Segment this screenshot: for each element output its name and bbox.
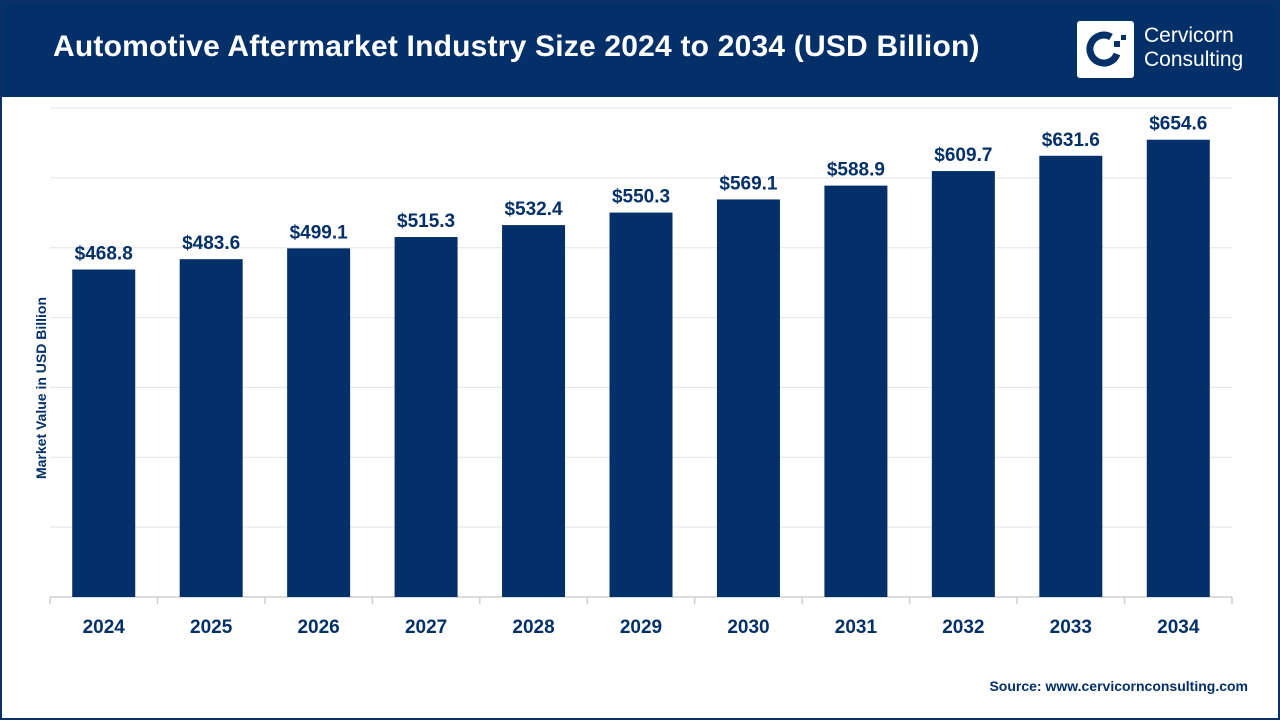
- bar: [716, 199, 780, 597]
- logo-icon: [1077, 21, 1134, 78]
- header-bar: Automotive Aftermarket Industry Size 202…: [0, 0, 1280, 97]
- data-label: $609.7: [934, 145, 992, 166]
- x-tick-label: 2032: [942, 617, 984, 638]
- data-label: $532.4: [504, 199, 563, 220]
- x-tick-label: 2025: [190, 617, 233, 638]
- bar: [72, 269, 136, 597]
- logo-mark: [1086, 31, 1126, 67]
- bar: [1039, 155, 1103, 597]
- data-label: $468.8: [75, 244, 133, 265]
- bar: [931, 171, 995, 597]
- x-tick-label: 2024: [83, 617, 126, 638]
- logo-line-1: Cervicorn: [1144, 24, 1234, 47]
- x-tick-label: 2026: [297, 617, 339, 638]
- bar: [1146, 139, 1210, 597]
- x-tick-label: 2033: [1050, 617, 1092, 638]
- source-text: Source: www.cervicornconsulting.com: [989, 678, 1248, 694]
- x-tick-label: 2027: [405, 617, 447, 638]
- bar: [394, 237, 458, 598]
- bar: [179, 259, 243, 597]
- data-label: $550.3: [612, 187, 670, 208]
- bar: [609, 212, 673, 597]
- data-label: $483.6: [182, 233, 240, 254]
- data-label: $588.9: [827, 160, 885, 181]
- chart-title: Automotive Aftermarket Industry Size 202…: [53, 30, 980, 63]
- x-tick-label: 2028: [512, 617, 554, 638]
- data-label: $499.1: [290, 222, 349, 243]
- logo-line-2: Consulting: [1144, 48, 1244, 71]
- x-tick-label: 2029: [620, 617, 662, 638]
- data-label: $569.1: [719, 173, 778, 194]
- x-tick-label: 2031: [835, 617, 878, 638]
- bar: [502, 225, 566, 597]
- data-label: $515.3: [397, 211, 455, 232]
- x-tick-label: 2030: [727, 617, 769, 638]
- bar: [824, 185, 888, 598]
- logo-text: Cervicorn Consulting: [1144, 24, 1243, 72]
- bar: [287, 248, 351, 597]
- data-label: $631.6: [1042, 130, 1100, 151]
- x-tick-label: 2034: [1157, 617, 1200, 638]
- data-label: $654.6: [1149, 114, 1207, 135]
